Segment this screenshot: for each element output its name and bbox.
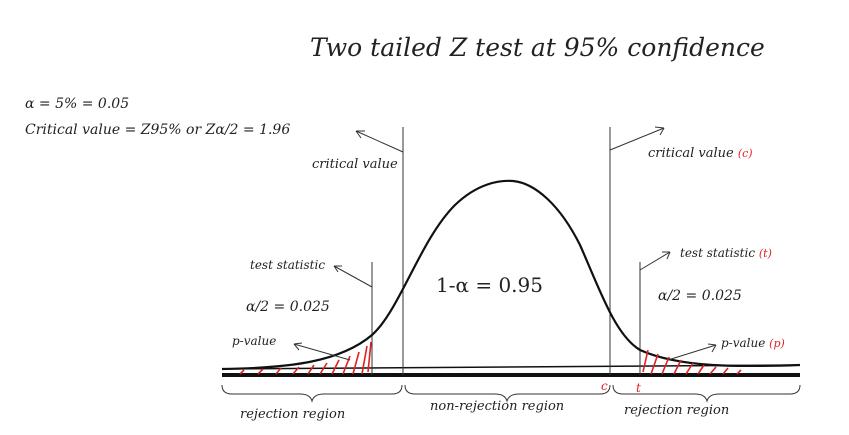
region-label-right: rejection region: [624, 403, 729, 418]
arrow-critical-left: [355, 130, 404, 153]
brace-middle: [404, 384, 611, 403]
marker-c: c: [601, 379, 608, 393]
region-label-left: rejection region: [240, 407, 345, 422]
label-p-value-right-text: p-value: [721, 336, 765, 350]
label-test-statistic-right-text: test statistic: [680, 246, 755, 260]
bell-curve: [221, 179, 801, 371]
arrow-critical-right: [609, 126, 665, 151]
label-center-area: 1-α = 0.95: [436, 273, 543, 297]
label-test-statistic-right-tag: (t): [759, 247, 772, 260]
arrow-p-value-right: [667, 343, 717, 361]
label-test-statistic-right: test statistic (t): [680, 246, 772, 260]
region-label-middle: non-rejection region: [430, 399, 564, 414]
label-critical-value-right-text: critical value: [648, 146, 734, 161]
marker-t: t: [636, 381, 641, 395]
brace-right: [612, 384, 801, 403]
label-alpha-half-right: α/2 = 0.025: [658, 288, 742, 304]
alpha-statement: α = 5% = 0.05: [25, 96, 129, 112]
label-p-value-right: p-value (p): [721, 336, 785, 350]
label-test-statistic-left: test statistic: [250, 258, 325, 272]
arrow-test-stat-left: [333, 265, 373, 288]
label-p-value-right-tag: (p): [769, 337, 785, 350]
label-critical-value-left: critical value: [312, 157, 398, 172]
arrow-p-value-left: [293, 342, 351, 361]
label-critical-value-right-tag: (c): [738, 147, 753, 160]
label-alpha-half-left: α/2 = 0.025: [246, 299, 330, 315]
left-tail-hatch: [239, 341, 372, 375]
label-p-value-left: p-value: [232, 334, 276, 348]
diagram-title: Two tailed Z test at 95% confidence: [310, 33, 765, 62]
critical-value-statement: Critical value = Z95% or Zα/2 = 1.96: [25, 122, 290, 138]
right-tail-hatch: [642, 349, 742, 375]
arrow-test-stat-right: [639, 251, 671, 271]
brace-left: [221, 384, 403, 403]
label-critical-value-right: critical value (c): [648, 146, 753, 161]
